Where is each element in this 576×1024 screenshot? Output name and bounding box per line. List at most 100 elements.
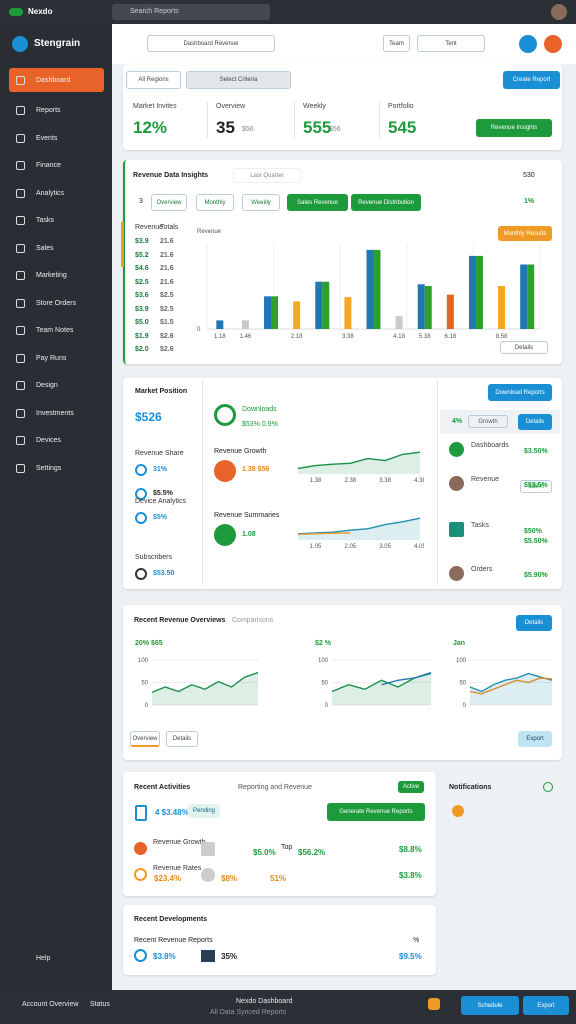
side-icon: [16, 381, 25, 390]
schedule-button[interactable]: Schedule: [461, 996, 519, 1015]
side-item[interactable]: Events: [36, 134, 58, 142]
side-list-sub: $5.50%: [524, 538, 548, 545]
activity-extra: $8%: [221, 874, 238, 883]
insights-button[interactable]: Revenue Insights: [476, 119, 552, 137]
y-tick-label: 50: [141, 681, 148, 687]
export-button[interactable]: Export: [518, 731, 552, 747]
y-tick-label: 100: [456, 658, 467, 664]
create-button[interactable]: Create Report: [503, 71, 560, 89]
market-value: $526: [135, 410, 162, 424]
notif-icon: [543, 782, 553, 792]
side-item[interactable]: Team Notes: [36, 327, 74, 334]
footer-account[interactable]: Account Overview: [22, 1001, 79, 1008]
side-brand: Stengrain: [34, 38, 81, 49]
growth-label: Revenue Growth: [214, 448, 267, 455]
bar: [315, 281, 323, 329]
side-item[interactable]: Dashboard: [36, 77, 71, 84]
table-cell: $2.6: [160, 346, 174, 353]
side-item[interactable]: Store Orders: [36, 299, 77, 307]
x-tick-label: 4.38: [414, 478, 424, 484]
kpi-sub: $56: [329, 126, 341, 133]
revenue-count: 530: [523, 172, 535, 179]
revenue-action[interactable]: Revenue Distribution: [351, 194, 421, 211]
market-row-icon: [135, 488, 147, 500]
summaries-icon: [214, 524, 236, 546]
bar: [527, 264, 535, 329]
side-item[interactable]: Pay Runs: [36, 354, 67, 362]
revenue-filter[interactable]: Last Quarter: [233, 168, 301, 183]
line: [469, 672, 553, 693]
activity-value: $23.4%: [154, 874, 182, 883]
criteria-select[interactable]: Select Criteria: [186, 71, 291, 89]
generate-button[interactable]: Generate Revenue Reports: [327, 803, 425, 821]
side-item[interactable]: Sales: [36, 244, 54, 252]
market-row-value: $53.50: [153, 570, 175, 577]
activities-value: 4 $3.48%: [155, 808, 189, 817]
table-cell: $3.9: [135, 305, 149, 313]
side-list-value: $3.50%: [524, 448, 548, 455]
search-box[interactable]: [112, 4, 270, 20]
bar: [475, 255, 483, 329]
bar: [293, 301, 301, 329]
details-button[interactable]: Details: [500, 341, 548, 354]
y-tick-label: 50: [321, 681, 328, 687]
region-select[interactable]: All Regions: [126, 71, 181, 89]
side-item[interactable]: Settings: [36, 464, 62, 472]
download-button[interactable]: Download Reports: [488, 384, 552, 401]
line: [469, 677, 553, 695]
revenue-tab[interactable]: Weekly: [242, 194, 280, 211]
side-item[interactable]: Reports: [36, 107, 61, 114]
overview-tab[interactable]: Details: [166, 731, 198, 747]
side-item[interactable]: Devices: [36, 437, 61, 444]
status-badge: Active: [398, 781, 424, 793]
revenue-tab[interactable]: Monthly: [196, 194, 234, 211]
y-tick-label: 0: [145, 703, 149, 709]
revenue-change: 1%: [524, 198, 535, 205]
x-tick-label: 4.18: [393, 334, 405, 340]
activity-icon: [134, 868, 147, 881]
revenue-action[interactable]: Sales Revenue: [287, 194, 348, 211]
side-item[interactable]: Marketing: [36, 272, 67, 279]
side-item[interactable]: Analytics: [36, 189, 65, 197]
activity-extra: $5.0%: [253, 848, 276, 857]
bar: [216, 320, 224, 329]
side-item[interactable]: Investments: [36, 409, 74, 417]
y-tick-label: 100: [318, 658, 329, 664]
side-item[interactable]: Tasks: [36, 217, 54, 224]
bar: [271, 296, 279, 329]
kpi-value: 545: [388, 118, 417, 137]
side-icon: [16, 106, 25, 115]
market-title: Market Position: [135, 388, 188, 395]
footer-export[interactable]: Export: [523, 996, 569, 1015]
x-tick-label: 1.46: [240, 334, 252, 340]
side-item[interactable]: Finance: [36, 162, 61, 169]
chart-label: 20% $65: [135, 640, 163, 647]
overview-tab[interactable]: Overview: [130, 731, 160, 747]
market-row-label: Subscribers: [135, 554, 172, 561]
side-item[interactable]: Design: [36, 382, 58, 389]
side-list-label: Orders: [471, 566, 493, 573]
market-row-value: 31%: [153, 466, 168, 473]
bar: [417, 284, 425, 329]
header-user[interactable]: Tent: [417, 35, 485, 52]
kpi-divider: [379, 102, 380, 138]
dev-subtitle: Recent Revenue Reports: [134, 937, 213, 944]
side-icon: [16, 188, 25, 198]
table-cell: $2.5: [135, 278, 149, 286]
footer-center: Nexdo Dashboard: [236, 998, 293, 1005]
x-tick-label: 2.05: [344, 544, 356, 550]
table-cell: $3.9: [135, 238, 149, 245]
overview-button[interactable]: Details: [516, 615, 552, 631]
side-list-value: $53.5%: [524, 482, 548, 489]
header-tab[interactable]: Dashboard Revenue: [147, 35, 275, 52]
side-list-badge: $38%: [520, 480, 552, 493]
activity-value: $56.2%: [298, 848, 326, 857]
market-row-label: Device Analytics: [135, 498, 186, 505]
header-icon: [519, 35, 537, 53]
header-filter[interactable]: Team: [383, 35, 410, 52]
revenue-tab[interactable]: Overview: [151, 194, 187, 211]
activity-icon: [134, 842, 147, 855]
y-axis-label: Revenue: [197, 229, 222, 235]
y-tick-label: 50: [459, 681, 466, 687]
side-details[interactable]: Details: [518, 414, 552, 430]
